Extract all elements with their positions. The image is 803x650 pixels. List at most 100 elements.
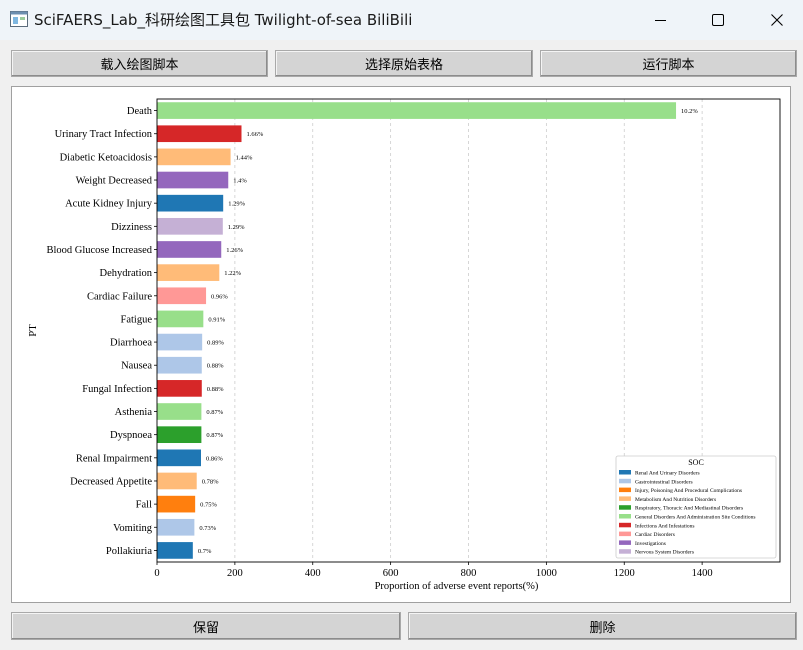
- legend-entry-label: Renal And Urinary Disorders: [635, 471, 700, 477]
- category-label: Fungal Infection: [82, 384, 152, 395]
- load-script-button[interactable]: 载入绘图脚本: [11, 50, 268, 77]
- category-label: Nausea: [121, 361, 152, 372]
- data-label: 0.96%: [211, 293, 228, 300]
- bar: [157, 149, 231, 166]
- legend-swatch: [619, 514, 631, 519]
- data-label: 0.88%: [207, 386, 224, 393]
- category-label: Renal Impairment: [76, 453, 152, 464]
- data-label: 0.87%: [206, 432, 223, 439]
- legend-entry-label: Gastrointestinal Disorders: [635, 479, 693, 485]
- category-label: Fatigue: [121, 314, 153, 325]
- bar: [157, 241, 221, 258]
- app-icon: [10, 11, 28, 27]
- x-tick-label: 1000: [536, 568, 557, 579]
- category-label: Asthenia: [115, 407, 153, 418]
- bar: [157, 473, 197, 490]
- chart-canvas: Death 10.2% Urinary Tract Infection 1.66% Di…: [11, 86, 791, 603]
- bar: [157, 357, 202, 374]
- x-tick-label: 1400: [692, 568, 713, 579]
- data-label: 1.26%: [226, 247, 243, 254]
- data-label: 0.87%: [206, 409, 223, 416]
- data-label: 1.4%: [233, 178, 247, 185]
- data-label: 0.73%: [199, 525, 216, 532]
- data-label: 1.22%: [224, 270, 241, 277]
- run-script-button[interactable]: 运行脚本: [540, 50, 797, 77]
- legend-entry-label: Respiratory, Thoracic And Mediastinal Di…: [635, 506, 743, 512]
- category-label: Death: [127, 106, 153, 117]
- category-label: Cardiac Failure: [87, 291, 152, 302]
- minimize-button[interactable]: [638, 0, 684, 40]
- bar: [157, 496, 195, 513]
- legend-entry-label: General Disorders And Administration Sit…: [635, 515, 756, 521]
- legend-swatch: [619, 523, 631, 528]
- category-label: Pollakiuria: [106, 546, 152, 557]
- legend-entry-label: Injury, Poisoning And Procedural Complic…: [635, 488, 742, 494]
- delete-button[interactable]: 删除: [408, 612, 797, 640]
- x-tick-label: 600: [383, 568, 399, 579]
- close-icon: [771, 14, 783, 26]
- select-table-button[interactable]: 选择原始表格: [275, 50, 533, 77]
- category-label: Weight Decreased: [76, 176, 153, 187]
- bar-chart: Death 10.2% Urinary Tract Infection 1.66% Di…: [12, 87, 790, 602]
- bar: [157, 426, 201, 443]
- legend-swatch: [619, 532, 631, 537]
- data-label: 1.29%: [228, 224, 245, 231]
- bar: [157, 449, 201, 466]
- x-tick-label: 0: [154, 568, 159, 579]
- bar: [157, 102, 676, 119]
- data-label: 0.7%: [198, 548, 212, 555]
- data-label: 0.88%: [207, 363, 224, 370]
- legend-swatch: [619, 540, 631, 545]
- legend-entry-label: Infections And Infestations: [635, 522, 695, 529]
- category-label: Dyspnoea: [110, 430, 152, 441]
- legend-swatch: [619, 479, 631, 484]
- category-label: Blood Glucose Increased: [46, 245, 152, 256]
- x-tick-label: 200: [227, 568, 243, 579]
- bar: [157, 218, 223, 235]
- bar: [157, 311, 203, 328]
- legend-swatch: [619, 488, 631, 493]
- bar: [157, 519, 194, 536]
- category-label: Urinary Tract Infection: [55, 129, 153, 140]
- maximize-icon: [712, 14, 724, 26]
- legend-entry-label: Nervous System Disorders: [635, 550, 694, 556]
- x-tick-label: 400: [305, 568, 321, 579]
- x-axis-label: Proportion of adverse event reports(%): [375, 581, 539, 592]
- legend-swatch: [619, 549, 631, 554]
- bar: [157, 264, 219, 281]
- legend-swatch: [619, 496, 631, 501]
- bar: [157, 125, 241, 142]
- data-label: 1.29%: [228, 201, 245, 208]
- legend-swatch: [619, 470, 631, 475]
- bar: [157, 287, 206, 304]
- legend-title: SOC: [688, 458, 704, 467]
- bar: [157, 334, 202, 351]
- bar: [157, 172, 228, 189]
- data-label: 0.75%: [200, 502, 217, 509]
- data-label: 0.89%: [207, 340, 224, 347]
- maximize-button[interactable]: [695, 0, 741, 40]
- category-label: Dehydration: [100, 268, 153, 279]
- data-label: 10.2%: [681, 108, 698, 115]
- title-bar: SciFAERS_Lab_科研绘图工具包 Twilight-of-sea Bil…: [0, 0, 803, 40]
- category-label: Diarrhoea: [110, 338, 152, 349]
- category-label: Diabetic Ketoacidosis: [60, 152, 152, 163]
- bar: [157, 195, 223, 212]
- y-axis-label: PT: [28, 324, 39, 337]
- close-button[interactable]: [754, 0, 800, 40]
- data-label: 0.86%: [206, 455, 223, 462]
- category-label: Decreased Appetite: [70, 476, 152, 487]
- category-label: Acute Kidney Injury: [65, 199, 153, 210]
- bar: [157, 403, 201, 420]
- keep-button[interactable]: 保留: [11, 612, 401, 640]
- bar: [157, 380, 202, 397]
- legend-entry-label: Metabolism And Nutrition Disorders: [635, 497, 716, 503]
- category-label: Fall: [136, 500, 152, 511]
- category-label: Vomiting: [113, 523, 153, 534]
- legend-swatch: [619, 505, 631, 510]
- minimize-icon: [655, 14, 667, 26]
- data-label: 1.44%: [236, 154, 253, 161]
- category-label: Dizziness: [111, 222, 152, 233]
- legend-entry-label: Cardiac Disorders: [635, 532, 675, 538]
- x-tick-label: 1200: [614, 568, 635, 579]
